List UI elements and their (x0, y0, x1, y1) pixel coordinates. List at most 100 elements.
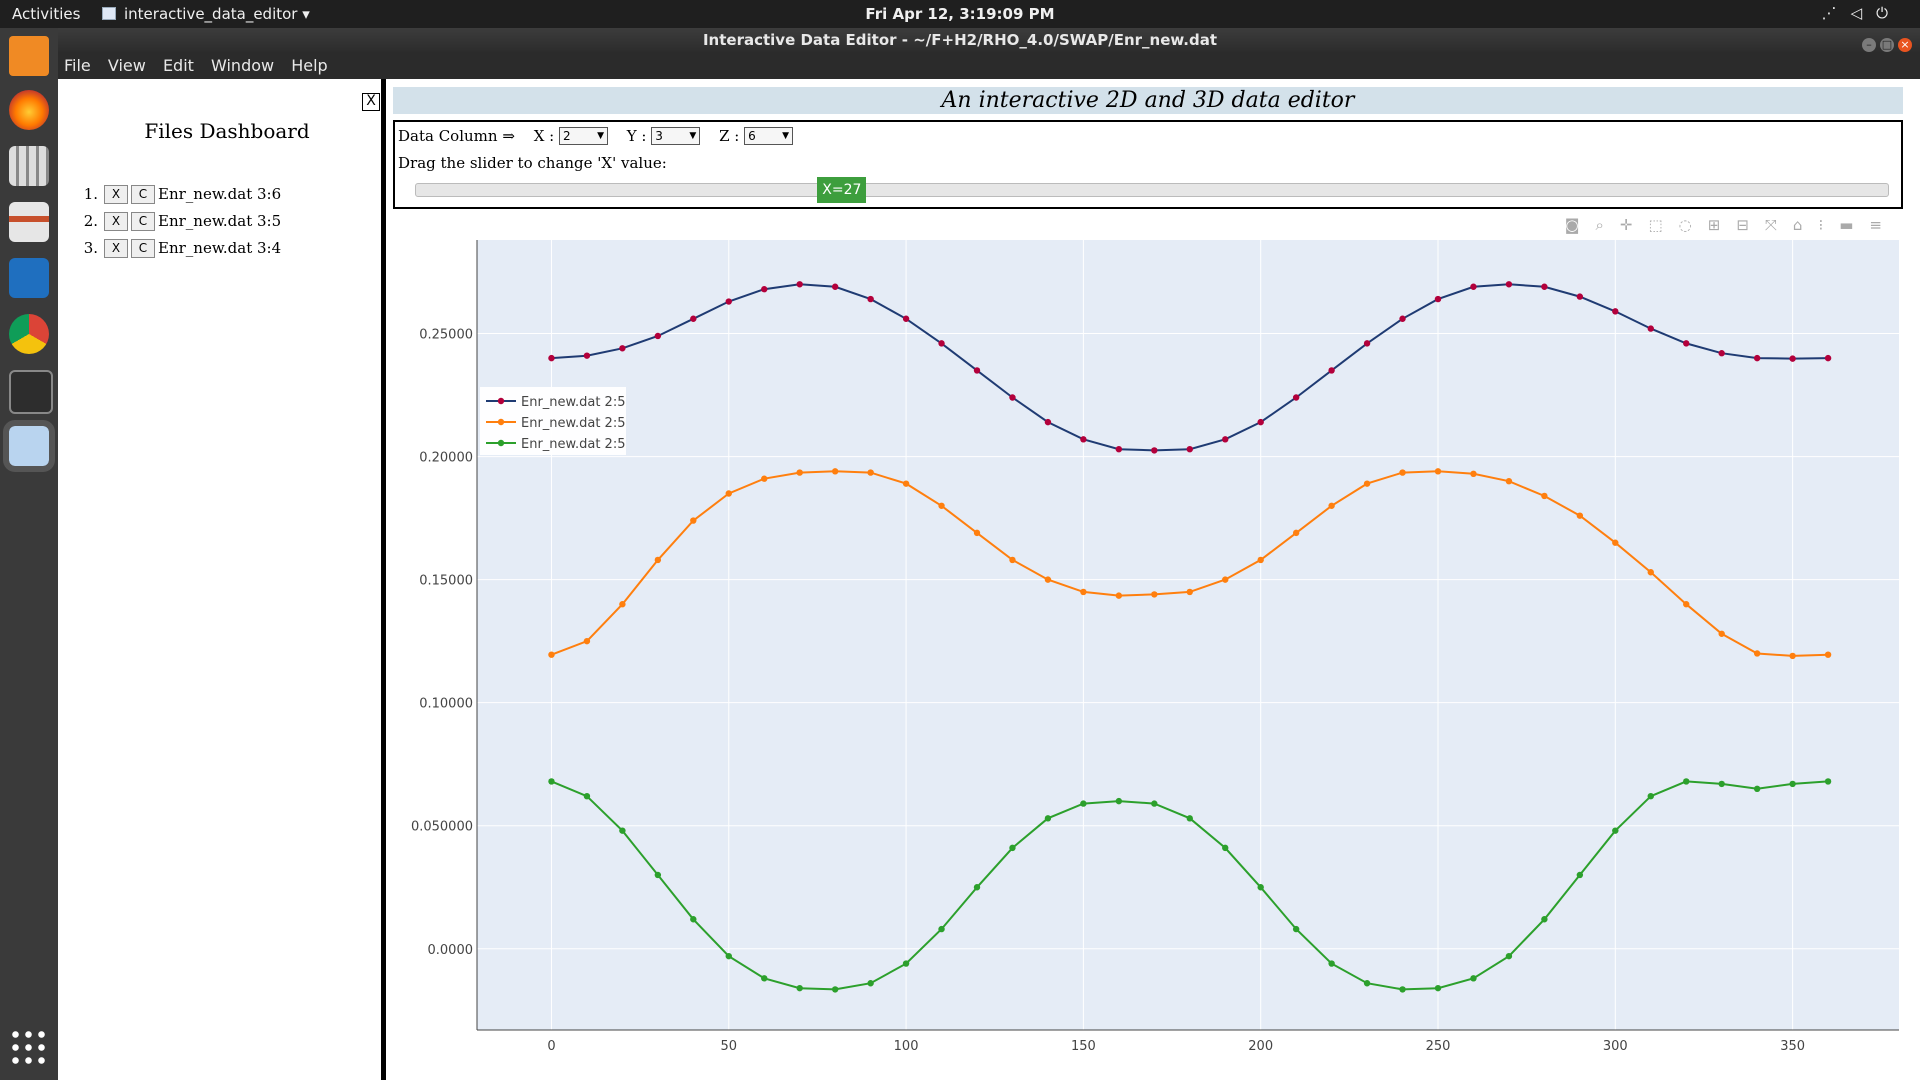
data-point[interactable] (548, 778, 555, 785)
remove-file-button[interactable]: X (104, 185, 128, 204)
data-point[interactable] (831, 468, 839, 475)
data-point[interactable] (725, 490, 732, 497)
remove-file-button[interactable]: X (104, 239, 128, 258)
data-point[interactable] (902, 480, 910, 487)
data-point[interactable] (1399, 315, 1406, 322)
data-point[interactable] (938, 925, 945, 933)
pan-icon[interactable]: ✛ (1619, 216, 1649, 234)
data-point[interactable] (690, 916, 697, 923)
menu-edit[interactable]: Edit (162, 56, 194, 75)
calculator-icon[interactable] (9, 146, 49, 186)
data-point[interactable] (1576, 512, 1584, 519)
data-point[interactable] (761, 286, 768, 293)
x-slider-handle[interactable]: X=27 (817, 177, 867, 203)
data-point[interactable] (690, 315, 697, 322)
data-point[interactable] (1612, 308, 1619, 315)
data-point[interactable] (867, 469, 874, 476)
show-apps-icon[interactable] (9, 1028, 49, 1068)
data-point[interactable] (1505, 281, 1513, 288)
data-point[interactable] (1789, 780, 1796, 788)
data-point[interactable] (796, 469, 803, 476)
data-point[interactable] (1292, 925, 1300, 933)
data-point[interactable] (1080, 588, 1087, 596)
data-point[interactable] (1647, 792, 1654, 800)
data-point[interactable] (725, 298, 732, 305)
data-point[interactable] (1505, 952, 1513, 960)
zoom-in-icon[interactable]: ⊞ (1707, 216, 1737, 234)
data-point[interactable] (973, 884, 981, 891)
data-point[interactable] (1718, 350, 1725, 357)
file-name[interactable]: Enr_new.dat 3:6 (158, 185, 282, 203)
data-point[interactable] (1009, 844, 1016, 852)
data-point[interactable] (1718, 630, 1725, 637)
hover-compare-icon[interactable]: ≡ (1869, 216, 1898, 234)
data-point[interactable] (1434, 295, 1442, 303)
data-point[interactable] (1044, 576, 1052, 583)
data-point[interactable] (1753, 354, 1761, 362)
data-point[interactable] (1824, 354, 1832, 362)
autoscale-icon[interactable]: ⤧ (1764, 216, 1793, 234)
data-point[interactable] (1753, 650, 1761, 657)
data-point[interactable] (1328, 502, 1335, 509)
zoom-icon[interactable]: ⌕ (1595, 216, 1620, 234)
data-point[interactable] (1824, 651, 1832, 658)
home-icon[interactable]: ⌂ (1792, 216, 1819, 234)
data-point[interactable] (1541, 492, 1548, 500)
data-point[interactable] (1257, 556, 1264, 564)
data-point[interactable] (619, 345, 626, 352)
data-point[interactable] (690, 517, 697, 524)
lasso-icon[interactable]: ◌ (1678, 216, 1708, 234)
data-point[interactable] (831, 283, 839, 290)
z-column-select[interactable]: 6 ▼ (744, 127, 794, 145)
menu-view[interactable]: View (107, 56, 146, 75)
data-point[interactable] (548, 651, 555, 658)
data-point[interactable] (1647, 325, 1654, 332)
menu-file[interactable]: File (64, 56, 91, 75)
firefox-icon[interactable] (9, 90, 49, 130)
terminal-icon[interactable] (9, 370, 53, 414)
data-point[interactable] (796, 281, 803, 288)
data-point[interactable] (1683, 340, 1690, 347)
data-point[interactable] (1470, 283, 1477, 290)
data-point[interactable] (1115, 797, 1123, 805)
data-point[interactable] (1222, 436, 1229, 443)
data-point[interactable] (1505, 477, 1513, 485)
data-point[interactable] (1683, 601, 1690, 608)
data-point[interactable] (1434, 984, 1442, 992)
data-point[interactable] (583, 792, 591, 800)
data-point[interactable] (1470, 975, 1477, 982)
data-point[interactable] (1151, 591, 1158, 598)
data-point[interactable] (1186, 588, 1193, 596)
data-point[interactable] (1257, 884, 1264, 891)
data-point[interactable] (831, 986, 839, 993)
close-file-button[interactable]: C (131, 212, 155, 231)
app-menu[interactable]: interactive_data_editor ▾ (102, 5, 310, 23)
close-dashboard-button[interactable]: X (362, 93, 380, 111)
file-name[interactable]: Enr_new.dat 3:4 (158, 239, 282, 257)
data-point[interactable] (1257, 418, 1264, 426)
x-slider-track[interactable] (415, 183, 1889, 197)
data-point[interactable] (1009, 556, 1016, 564)
data-point[interactable] (654, 332, 662, 340)
data-point[interactable] (1186, 815, 1193, 822)
data-point[interactable] (1292, 529, 1300, 537)
data-point[interactable] (1789, 652, 1796, 660)
data-point[interactable] (1151, 447, 1158, 454)
y-column-select[interactable]: 3 ▼ (651, 127, 701, 145)
data-point[interactable] (1399, 986, 1406, 993)
spike-lines-icon[interactable]: ⁝ (1818, 216, 1840, 234)
data-point[interactable] (619, 827, 626, 834)
data-point[interactable] (761, 975, 768, 982)
data-point[interactable] (1222, 576, 1229, 583)
data-point[interactable] (938, 502, 945, 509)
data-point[interactable] (973, 367, 981, 374)
panel-divider[interactable] (381, 79, 386, 1080)
data-point[interactable] (583, 637, 591, 645)
data-point[interactable] (1292, 394, 1300, 401)
data-point[interactable] (1363, 340, 1371, 347)
data-point[interactable] (1541, 916, 1548, 923)
data-point[interactable] (1399, 469, 1406, 476)
data-point[interactable] (867, 295, 874, 303)
plot-legend[interactable]: Enr_new.dat 2:5 Enr_new.dat 2:5 Enr_new.da… (480, 387, 626, 455)
